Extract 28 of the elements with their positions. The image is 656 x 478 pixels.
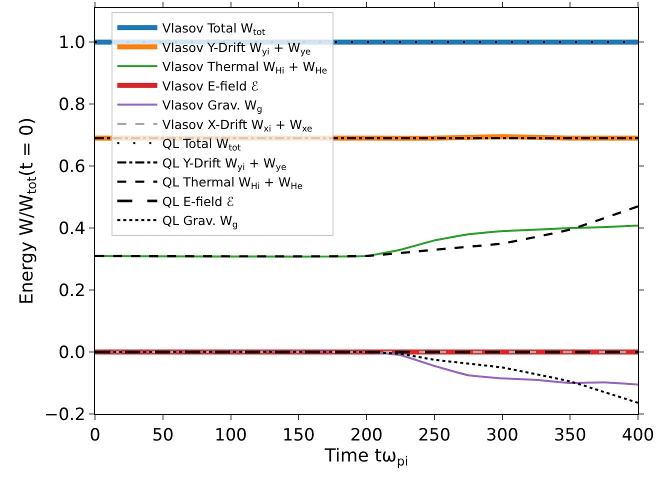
y-tick-label: 0.6 xyxy=(58,157,86,178)
legend-label: Vlasov X-Drift W$_{xi}$ + W$_{xe}$ xyxy=(162,116,312,134)
legend-label: Vlasov E-field ℰ xyxy=(162,78,259,94)
x-tick-label: 200 xyxy=(350,426,383,446)
x-tick-label: 300 xyxy=(486,426,518,446)
legend-label: QL Y-Drift W$_{yi}$ + W$_{ye}$ xyxy=(162,155,286,173)
legend-label: QL E-field ℰ xyxy=(162,194,234,209)
legend-label: Vlasov Total W$_{tot}$ xyxy=(162,20,266,38)
legend-label: QL Grav. W$_{g}$ xyxy=(162,213,238,231)
legend-label: QL Total W$_{tot}$ xyxy=(162,136,242,154)
x-axis-title: Time tω$_{pi}$ xyxy=(324,446,408,468)
y-tick-label: 1.0 xyxy=(58,33,86,54)
legend-label: Vlasov Thermal W$_{Hi}$ + W$_{He}$ xyxy=(162,59,328,77)
y-tick-label: 0.0 xyxy=(58,342,86,363)
legend-label: QL Thermal W$_{Hi}$ + W$_{He}$ xyxy=(162,174,303,192)
x-tick-label: 100 xyxy=(214,426,247,446)
legend-label: Vlasov Grav. W$_{g}$ xyxy=(162,98,262,116)
x-tick-label: 150 xyxy=(282,426,315,446)
y-tick-label: −0.2 xyxy=(44,404,86,425)
x-tick-label: 250 xyxy=(418,426,451,446)
y-tick-label: 0.4 xyxy=(58,219,86,239)
y-tick-label: 0.8 xyxy=(58,95,86,116)
x-tick-label: 50 xyxy=(152,426,174,446)
legend-label: Vlasov Y-Drift W$_{yi}$ + W$_{ye}$ xyxy=(162,40,311,58)
x-tick-label: 350 xyxy=(554,426,586,446)
y-tick-label: 0.2 xyxy=(58,280,86,301)
x-tick-label: 400 xyxy=(622,426,654,446)
x-tick-label: 0 xyxy=(90,426,100,446)
